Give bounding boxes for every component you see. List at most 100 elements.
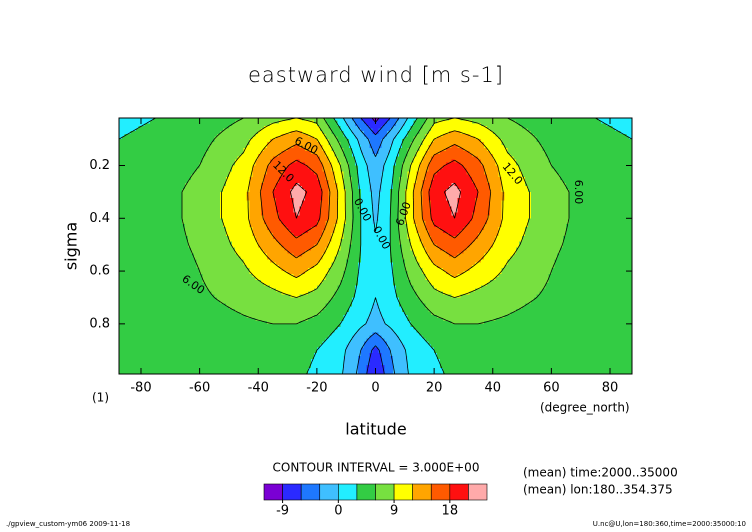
field-cell <box>401 309 412 313</box>
field-cell <box>261 183 274 187</box>
field-cell <box>454 326 479 331</box>
field-cell <box>214 294 245 299</box>
field-cell <box>243 347 274 351</box>
field-cell <box>478 256 485 260</box>
field-cell <box>375 329 391 334</box>
field-cell <box>357 274 362 278</box>
field-cell <box>451 212 456 216</box>
field-cell <box>346 347 362 351</box>
field-cell <box>431 125 435 130</box>
field-cell <box>357 125 362 130</box>
field-cell <box>434 125 456 130</box>
colorbar-tick-label: -9 <box>276 504 289 519</box>
field-cell <box>243 353 274 357</box>
field-cell <box>360 282 377 287</box>
field-cell <box>454 139 479 143</box>
field-cell <box>243 159 256 164</box>
field-cell <box>434 323 456 328</box>
field-cell <box>124 133 157 138</box>
field-cell <box>612 125 633 130</box>
field-cell <box>360 359 371 363</box>
field-cell <box>393 282 412 287</box>
field-cell <box>296 276 318 281</box>
field-cell <box>390 359 394 363</box>
contour-line <box>181 117 570 325</box>
field-cell <box>249 177 265 181</box>
field-cell <box>454 203 459 208</box>
field-cell <box>507 168 520 172</box>
field-cell <box>457 197 476 202</box>
field-cell <box>398 186 409 190</box>
field-cell <box>119 188 157 193</box>
field-cell <box>507 194 532 199</box>
field-cell <box>478 326 509 331</box>
field-cell <box>381 312 391 316</box>
field-cell <box>410 353 435 357</box>
field-cell <box>272 309 297 313</box>
field-cell <box>375 165 385 170</box>
field-cell <box>184 186 201 190</box>
field-cell <box>199 371 245 375</box>
field-cell <box>328 218 338 222</box>
field-cell <box>199 359 245 363</box>
field-cell <box>448 232 456 237</box>
field-cell <box>595 227 633 231</box>
field-cell <box>434 279 456 284</box>
field-cell <box>267 256 274 260</box>
field-cell <box>296 300 318 304</box>
field-cell <box>369 144 377 149</box>
field-cell <box>340 309 350 313</box>
field-cell <box>387 323 391 328</box>
field-cell <box>507 241 520 246</box>
field-cell <box>313 265 318 269</box>
field-cell <box>346 194 353 199</box>
field-cell <box>478 218 488 222</box>
field-cell <box>119 159 157 164</box>
field-cell <box>410 131 421 135</box>
field-cell <box>360 125 371 130</box>
field-cell <box>243 362 274 366</box>
contour-line <box>221 117 530 298</box>
field-cell <box>272 271 289 275</box>
field-cell <box>401 168 412 172</box>
field-cell <box>595 347 633 351</box>
field-cell <box>275 200 295 205</box>
field-cell <box>434 268 444 272</box>
field-cell <box>525 230 552 234</box>
field-cell <box>478 274 500 278</box>
field-cell <box>202 276 245 281</box>
field-cell <box>322 165 333 170</box>
field-cell <box>519 123 552 127</box>
field-cell <box>296 188 306 193</box>
field-cell <box>340 253 350 258</box>
field-cell <box>296 241 318 246</box>
field-cell <box>155 147 201 152</box>
field-cell <box>272 209 277 214</box>
field-cell <box>369 362 377 366</box>
field-cell <box>243 156 259 161</box>
field-cell <box>375 356 382 360</box>
field-cell <box>595 291 633 296</box>
field-cell <box>360 312 371 316</box>
field-cell <box>119 180 157 184</box>
field-cell <box>296 271 306 275</box>
field-cell <box>308 317 318 322</box>
x-units: (degree_north) <box>540 401 630 415</box>
field-cell <box>563 235 596 240</box>
field-cell <box>293 232 297 237</box>
field-cell <box>378 194 391 199</box>
field-cell <box>478 191 491 196</box>
field-cell <box>331 168 341 172</box>
field-cell <box>410 218 415 222</box>
field-cell <box>495 133 509 138</box>
field-cell <box>343 180 353 184</box>
field-cell <box>366 317 377 322</box>
field-cell <box>375 203 380 208</box>
field-cell <box>346 206 353 211</box>
field-cell <box>357 368 362 372</box>
field-cell <box>296 209 300 214</box>
field-cell <box>360 368 368 372</box>
field-cell <box>454 133 470 138</box>
field-cell <box>551 244 564 249</box>
